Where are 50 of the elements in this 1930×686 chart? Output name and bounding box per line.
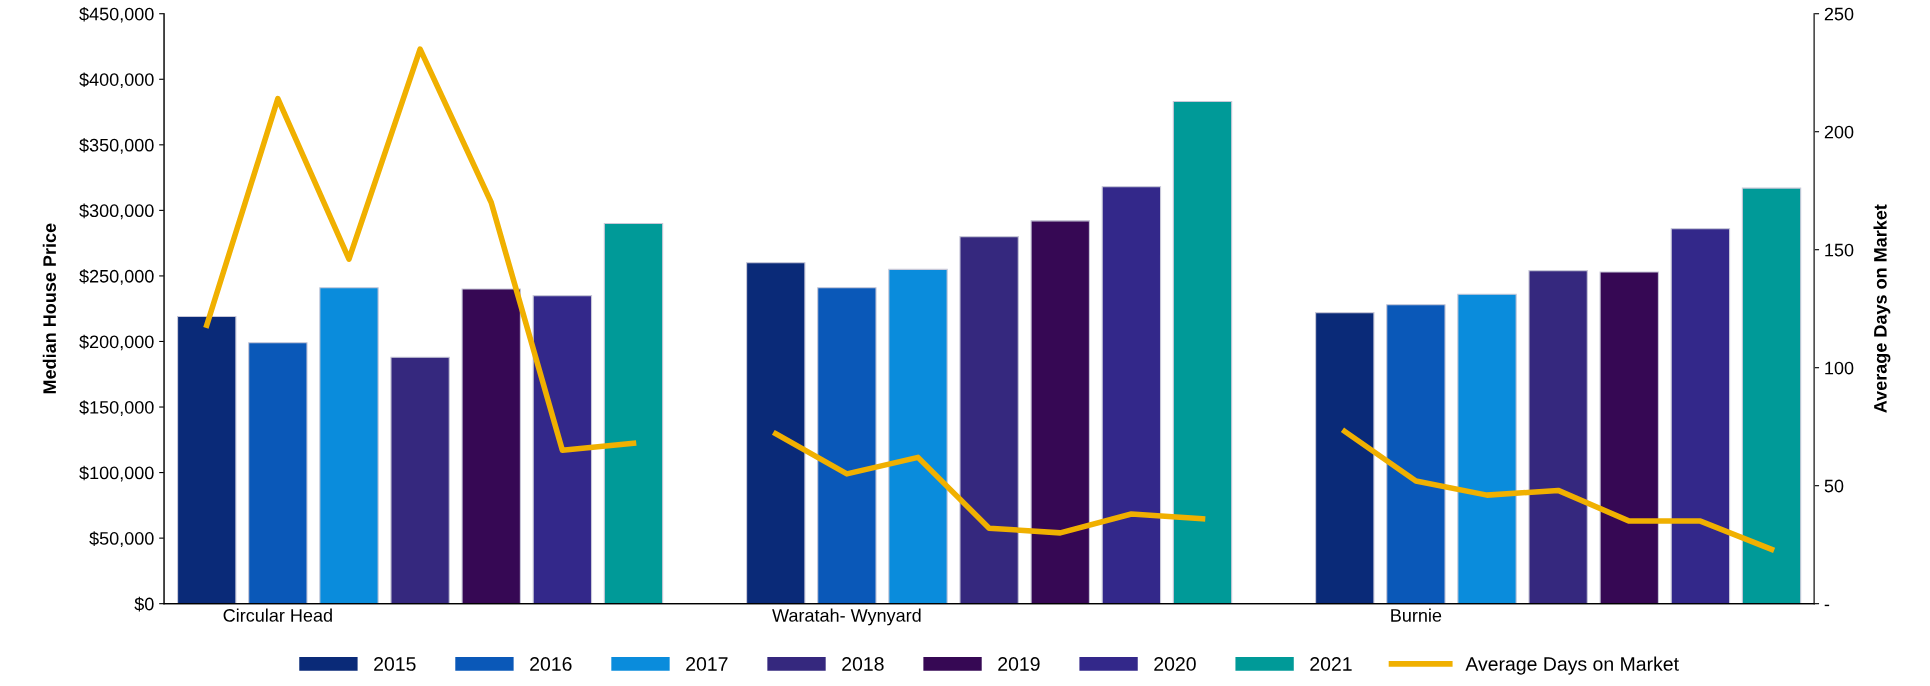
x-tick-label: Waratah- Wynyard: [772, 608, 921, 626]
y-tick-label: $0: [134, 596, 154, 612]
y-axis-title: Median House Price: [42, 223, 57, 394]
bar: [1670, 228, 1731, 604]
bar: [248, 342, 308, 604]
x-tick-label: Burnie: [1391, 608, 1442, 622]
bar: [461, 288, 521, 604]
legend-label: 2021: [1310, 657, 1352, 671]
y2-axis-title: Average Days on Market: [1873, 204, 1891, 413]
legend-label: 2015: [374, 657, 416, 671]
bar: [959, 236, 1019, 604]
y-tick-label: $150,000: [79, 400, 154, 416]
bar: [1457, 293, 1517, 604]
y2-tick-label: 250: [1824, 7, 1854, 21]
bar: [1599, 271, 1659, 604]
bar: [1172, 101, 1233, 604]
legend-label: 2020: [1154, 657, 1196, 671]
legend-label: 2016: [530, 657, 572, 671]
y-tick-label: $400,000: [79, 72, 154, 89]
bar: [177, 316, 237, 604]
y-tick-label: $200,000: [79, 334, 154, 351]
y2-tick-label: 50: [1824, 479, 1844, 493]
bar: [1741, 187, 1802, 604]
y-tick-label: $300,000: [79, 203, 154, 220]
bar: [746, 262, 806, 604]
y2-tick-label: 150: [1825, 243, 1854, 257]
bar: [1386, 304, 1446, 604]
bar: [1030, 220, 1090, 604]
y-tick-label: $350,000: [79, 138, 154, 154]
y2-tick-label: 100: [1825, 361, 1854, 375]
bar: [1528, 270, 1588, 604]
bar: [888, 268, 948, 604]
y-tick-label: $250,000: [79, 269, 154, 285]
legend-label: Average Days on Market: [1465, 656, 1679, 675]
bar: [319, 287, 379, 604]
y2-tick-label: 200: [1824, 125, 1854, 139]
legend-label: 2018: [842, 657, 884, 671]
y-tick-label: $100,000: [79, 465, 154, 482]
legend-label: 2017: [686, 657, 728, 671]
y-tick-label: $450,000: [79, 6, 154, 23]
bar: [817, 287, 877, 604]
y2-tick-label: -: [1824, 604, 1830, 607]
bar: [1315, 312, 1375, 604]
bar: [603, 222, 664, 604]
bar: [1101, 186, 1162, 604]
bar: [390, 356, 450, 604]
x-tick-label: Circular Head: [223, 608, 332, 622]
bar: [532, 295, 593, 604]
legend-label: 2019: [998, 657, 1040, 671]
y-tick-label: $50,000: [89, 531, 154, 547]
